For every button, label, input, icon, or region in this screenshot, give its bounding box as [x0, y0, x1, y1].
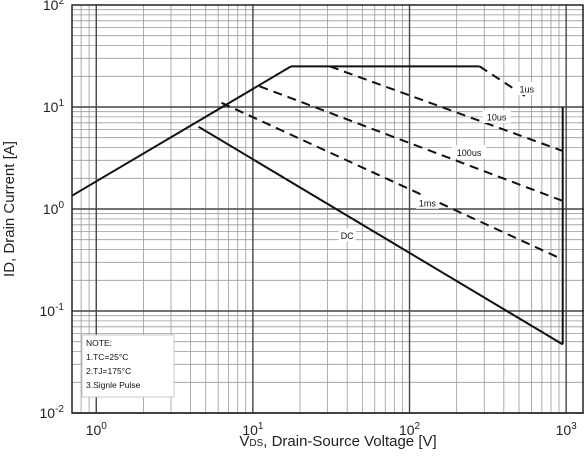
y-tick-exp: -1 [55, 302, 64, 313]
y-tick-base: 10 [43, 201, 59, 217]
x-tick-label: 102 [399, 421, 421, 438]
series-label-bg [338, 228, 356, 242]
series-line-10us [329, 65, 564, 152]
y-tick-base: 10 [43, 0, 59, 13]
note-line-2: 2.TJ=175°C [86, 366, 131, 376]
y-tick-label: 100 [43, 200, 65, 217]
y-tick-exp: 0 [58, 200, 64, 211]
x-tick-exp: 2 [415, 421, 421, 432]
series-label-bg [415, 195, 439, 209]
x-tick-exp: 0 [101, 421, 107, 432]
y-tick-exp: -2 [55, 404, 64, 415]
plot-frame [71, 4, 584, 414]
note-box-bg [81, 334, 175, 398]
x-tick-exp: 3 [571, 421, 577, 432]
y-tick-label: 10-2 [40, 404, 65, 421]
x-tick-base: 10 [242, 422, 258, 438]
x-axis-label-prefix: V [239, 433, 249, 450]
x-tick-labels: 100 101 102 103 [86, 421, 577, 438]
y-tick-exp: 2 [58, 0, 64, 7]
series-line-rds-on-limit [71, 65, 292, 197]
y-axis-label: ID, Drain Current [A] [1, 141, 18, 277]
y-tick-base: 10 [40, 303, 56, 319]
series-line-1ms [221, 101, 564, 261]
x-tick-base: 10 [556, 422, 572, 438]
note-line-0: NOTE: [86, 338, 112, 348]
series-label-dc: DC [341, 231, 354, 241]
y-tick-label: 101 [43, 98, 65, 115]
y-tick-base: 10 [40, 405, 56, 421]
x-tick-label: 100 [86, 421, 108, 438]
y-tick-label: 10-1 [40, 302, 65, 319]
series-label-bg [452, 145, 487, 159]
series-label-bg [482, 109, 511, 123]
series-labels: 1us 10us 100us 1ms DC [338, 82, 539, 242]
series-label-10us: 10us [487, 112, 507, 122]
note-line-3: 3.Signle Pulse [86, 380, 141, 390]
series-line-100us [259, 85, 564, 202]
x-tick-label: 101 [242, 421, 264, 438]
series-line-dc [198, 125, 564, 346]
x-axis-label-rest: , Drain-Source Voltage [V] [263, 433, 436, 450]
x-tick-base: 10 [86, 422, 102, 438]
note-box: NOTE: 1.TC=25°C 2.TJ=175°C 3.Signle Pulse [81, 334, 175, 398]
series-label-100us: 100us [457, 148, 482, 158]
y-tick-base: 10 [43, 99, 59, 115]
y-tick-label: 102 [43, 0, 65, 13]
series-label-bg [515, 82, 539, 96]
x-tick-label: 103 [556, 421, 578, 438]
x-tick-exp: 1 [258, 421, 264, 432]
series-label-1us: 1us [519, 85, 534, 95]
x-axis-label: VDS, Drain-Source Voltage [V] [239, 433, 436, 450]
x-tick-base: 10 [399, 422, 415, 438]
note-line-1: 1.TC=25°C [86, 352, 128, 362]
x-axis-label-subscript: DS [249, 438, 263, 449]
y-tick-exp: 1 [58, 98, 64, 109]
series-label-1ms: 1ms [419, 198, 437, 208]
